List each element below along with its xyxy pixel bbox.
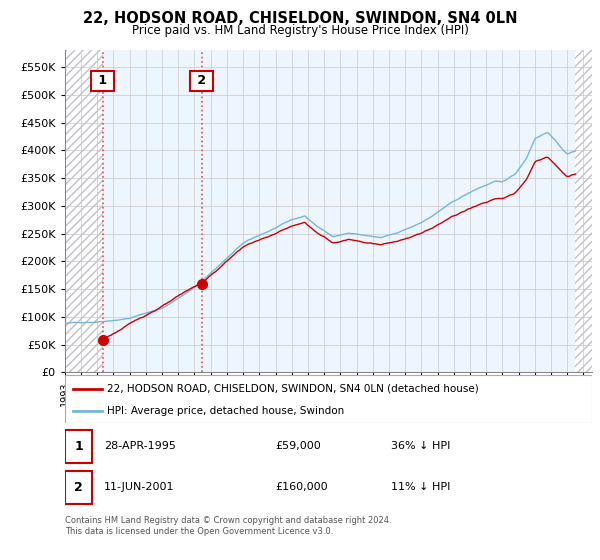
Text: 2: 2 [74, 480, 83, 494]
Text: 11% ↓ HPI: 11% ↓ HPI [391, 482, 451, 492]
Bar [103, 50, 575, 372]
Text: 36% ↓ HPI: 36% ↓ HPI [391, 441, 451, 451]
Bar [65, 471, 92, 504]
Text: HPI: Average price, detached house, Swindon: HPI: Average price, detached house, Swin… [107, 406, 344, 416]
Text: 2: 2 [193, 74, 211, 87]
Text: 22, HODSON ROAD, CHISELDON, SWINDON, SN4 0LN (detached house): 22, HODSON ROAD, CHISELDON, SWINDON, SN4… [107, 384, 479, 394]
Text: 1: 1 [94, 74, 112, 87]
Text: 11-JUN-2001: 11-JUN-2001 [104, 482, 175, 492]
Text: £160,000: £160,000 [275, 482, 328, 492]
Text: 28-APR-1995: 28-APR-1995 [104, 441, 176, 451]
Text: Price paid vs. HM Land Registry's House Price Index (HPI): Price paid vs. HM Land Registry's House … [131, 24, 469, 36]
Text: 22, HODSON ROAD, CHISELDON, SWINDON, SN4 0LN: 22, HODSON ROAD, CHISELDON, SWINDON, SN4… [83, 11, 517, 26]
Bar [65, 430, 92, 463]
Text: Contains HM Land Registry data © Crown copyright and database right 2024.
This d: Contains HM Land Registry data © Crown c… [65, 516, 391, 536]
Text: 1: 1 [74, 440, 83, 453]
Bar [65, 50, 103, 372]
Text: £59,000: £59,000 [275, 441, 321, 451]
Bar [575, 50, 592, 372]
